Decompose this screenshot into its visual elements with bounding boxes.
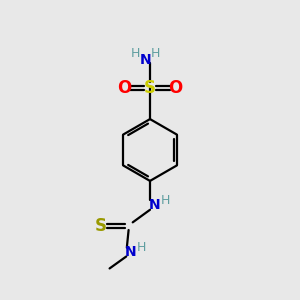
Text: H: H <box>160 194 170 207</box>
Text: N: N <box>124 245 136 259</box>
Text: H: H <box>131 47 141 60</box>
Text: S: S <box>95 217 107 235</box>
Text: N: N <box>140 53 152 67</box>
Text: O: O <box>168 79 182 97</box>
Text: O: O <box>118 79 132 97</box>
Text: H: H <box>151 47 160 60</box>
Text: N: N <box>148 198 160 212</box>
Text: S: S <box>144 79 156 97</box>
Text: H: H <box>137 241 146 254</box>
